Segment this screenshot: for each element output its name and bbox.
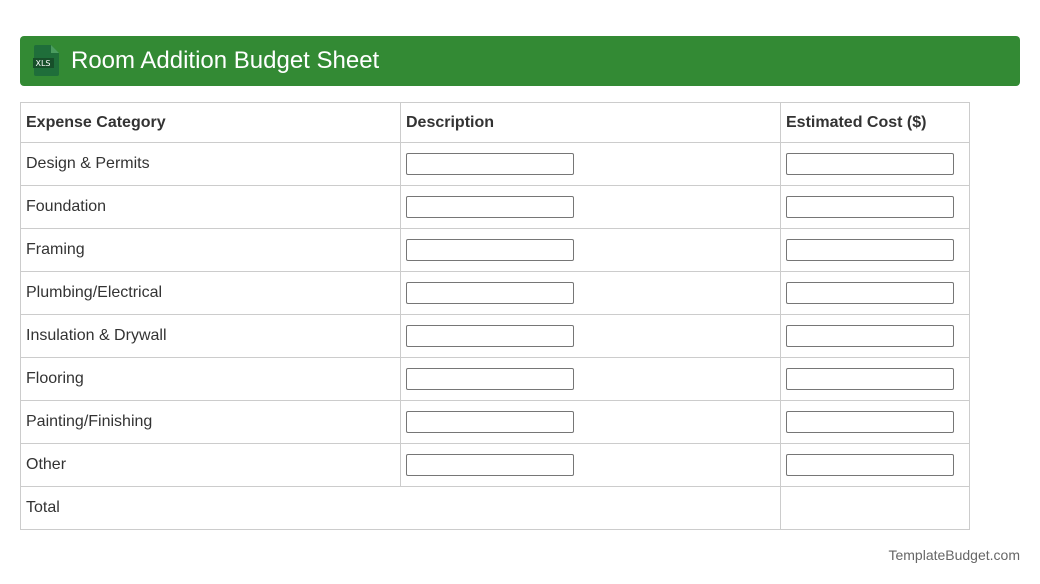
description-input[interactable] [406,454,574,476]
estimated-cost-input[interactable] [786,454,954,476]
estimated-cost-input[interactable] [786,325,954,347]
total-value [780,486,970,530]
table-row: Painting/Finishing [20,400,970,444]
description-input[interactable] [406,239,574,261]
table-row: Design & Permits [20,142,970,186]
expense-category: Design & Permits [20,142,401,186]
table-row: Insulation & Drywall [20,314,970,358]
expense-category: Framing [20,228,401,272]
estimated-cost-input[interactable] [786,153,954,175]
description-input[interactable] [406,325,574,347]
svg-text:XLS: XLS [35,59,50,68]
title-bar: XLS Room Addition Budget Sheet [20,36,1020,86]
estimated-cost-input[interactable] [786,239,954,261]
expense-category: Other [20,443,401,487]
description-input[interactable] [406,368,574,390]
table-row: Other [20,443,970,487]
estimated-cost-input[interactable] [786,368,954,390]
column-header: Expense Category [20,102,401,143]
expense-category: Flooring [20,357,401,401]
page-title: Room Addition Budget Sheet [71,47,380,74]
expense-category: Insulation & Drywall [20,314,401,358]
column-header: Description [400,102,781,143]
estimated-cost-input[interactable] [786,411,954,433]
footer-brand[interactable]: TemplateBudget.com [888,547,1020,563]
description-input[interactable] [406,411,574,433]
table-row: Flooring [20,357,970,401]
table-row: Framing [20,228,970,272]
estimated-cost-input[interactable] [786,196,954,218]
budget-table: Expense Category Description Estimated C… [20,102,970,530]
table-row: Plumbing/Electrical [20,271,970,315]
xls-file-icon: XLS [33,45,59,76]
column-header: Estimated Cost ($) [780,102,970,143]
estimated-cost-input[interactable] [786,282,954,304]
description-input[interactable] [406,153,574,175]
expense-category: Painting/Finishing [20,400,401,444]
total-label: Total [20,486,781,530]
expense-category: Foundation [20,185,401,229]
expense-category: Plumbing/Electrical [20,271,401,315]
description-input[interactable] [406,282,574,304]
table-row: Foundation [20,185,970,229]
description-input[interactable] [406,196,574,218]
